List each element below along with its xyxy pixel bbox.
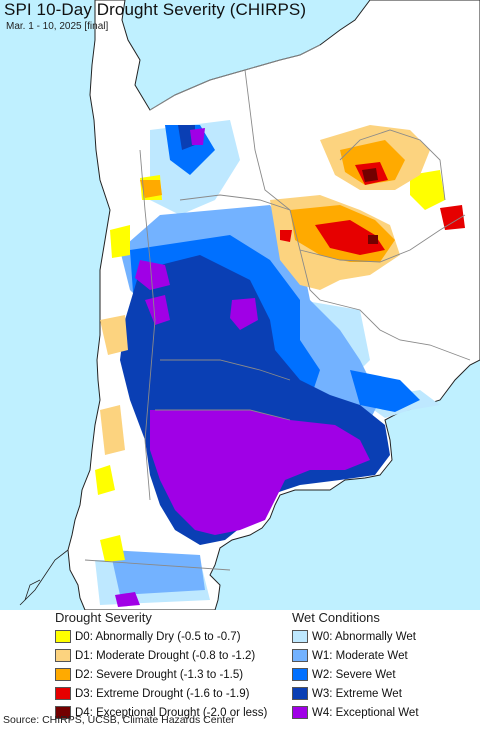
legend-swatch	[55, 687, 71, 700]
legend-item: W2: Severe Wet	[292, 665, 419, 684]
legend-item: D0: Abnormally Dry (-0.5 to -0.7)	[55, 627, 267, 646]
legend-swatch	[55, 649, 71, 662]
drought-d4-zones	[362, 168, 378, 244]
legend-label: D3: Extreme Drought (-1.6 to -1.9)	[75, 687, 250, 700]
legend-item: W3: Extreme Wet	[292, 684, 419, 703]
country-borders	[84, 44, 471, 571]
map-subtitle: Mar. 1 - 10, 2025 [final]	[6, 21, 109, 32]
legend-item: W4: Exceptional Wet	[292, 703, 419, 722]
source-credit: Source: CHIRPS, UCSB, Climate Hazards Ce…	[3, 714, 235, 726]
coastline	[19, 549, 69, 606]
legend-swatch	[292, 706, 308, 719]
legend-label: D4: Exceptional Drought (-2.0 or less)	[75, 706, 268, 719]
legend-wet: Wet Conditions W0: Abnormally Wet W1: Mo…	[292, 610, 419, 722]
legend-label: D2: Severe Drought (-1.3 to -1.5)	[75, 668, 244, 681]
legend-drought: Drought Severity D0: Abnormally Dry (-0.…	[55, 610, 267, 722]
legend-swatch	[55, 668, 71, 681]
legend-label: W3: Extreme Wet	[312, 687, 402, 700]
wet-w4-zones	[115, 128, 370, 607]
legend-label: W1: Moderate Wet	[312, 649, 408, 662]
drought-map	[0, 0, 480, 610]
legend-item: D1: Moderate Drought (-0.8 to -1.2)	[55, 646, 267, 665]
legend-swatch	[55, 706, 71, 719]
legend-swatch	[55, 630, 71, 643]
legend-label: W2: Severe Wet	[312, 668, 396, 681]
legend-item: D4: Exceptional Drought (-2.0 or less)	[55, 703, 267, 722]
legend: Drought Severity D0: Abnormally Dry (-0.…	[0, 610, 480, 719]
legend-swatch	[292, 668, 308, 681]
legend-wet-heading: Wet Conditions	[292, 610, 380, 625]
legend-swatch	[292, 630, 308, 643]
legend-swatch	[292, 687, 308, 700]
legend-item: W1: Moderate Wet	[292, 646, 419, 665]
legend-item: D3: Extreme Drought (-1.6 to -1.9)	[55, 684, 267, 703]
legend-item: W0: Abnormally Wet	[292, 627, 419, 646]
legend-label: W4: Exceptional Wet	[312, 706, 419, 719]
legend-label: D1: Moderate Drought (-0.8 to -1.2)	[75, 649, 256, 662]
legend-label: W0: Abnormally Wet	[312, 630, 416, 643]
map-title: SPI 10-Day Drought Severity (CHIRPS)	[4, 0, 307, 19]
map-panel: SPI 10-Day Drought Severity (CHIRPS) Mar…	[0, 0, 480, 610]
legend-drought-heading: Drought Severity	[55, 610, 152, 625]
drought-d3-zones	[280, 162, 465, 255]
legend-item: D2: Severe Drought (-1.3 to -1.5)	[55, 665, 267, 684]
legend-label: D0: Abnormally Dry (-0.5 to -0.7)	[75, 630, 241, 643]
legend-swatch	[292, 649, 308, 662]
